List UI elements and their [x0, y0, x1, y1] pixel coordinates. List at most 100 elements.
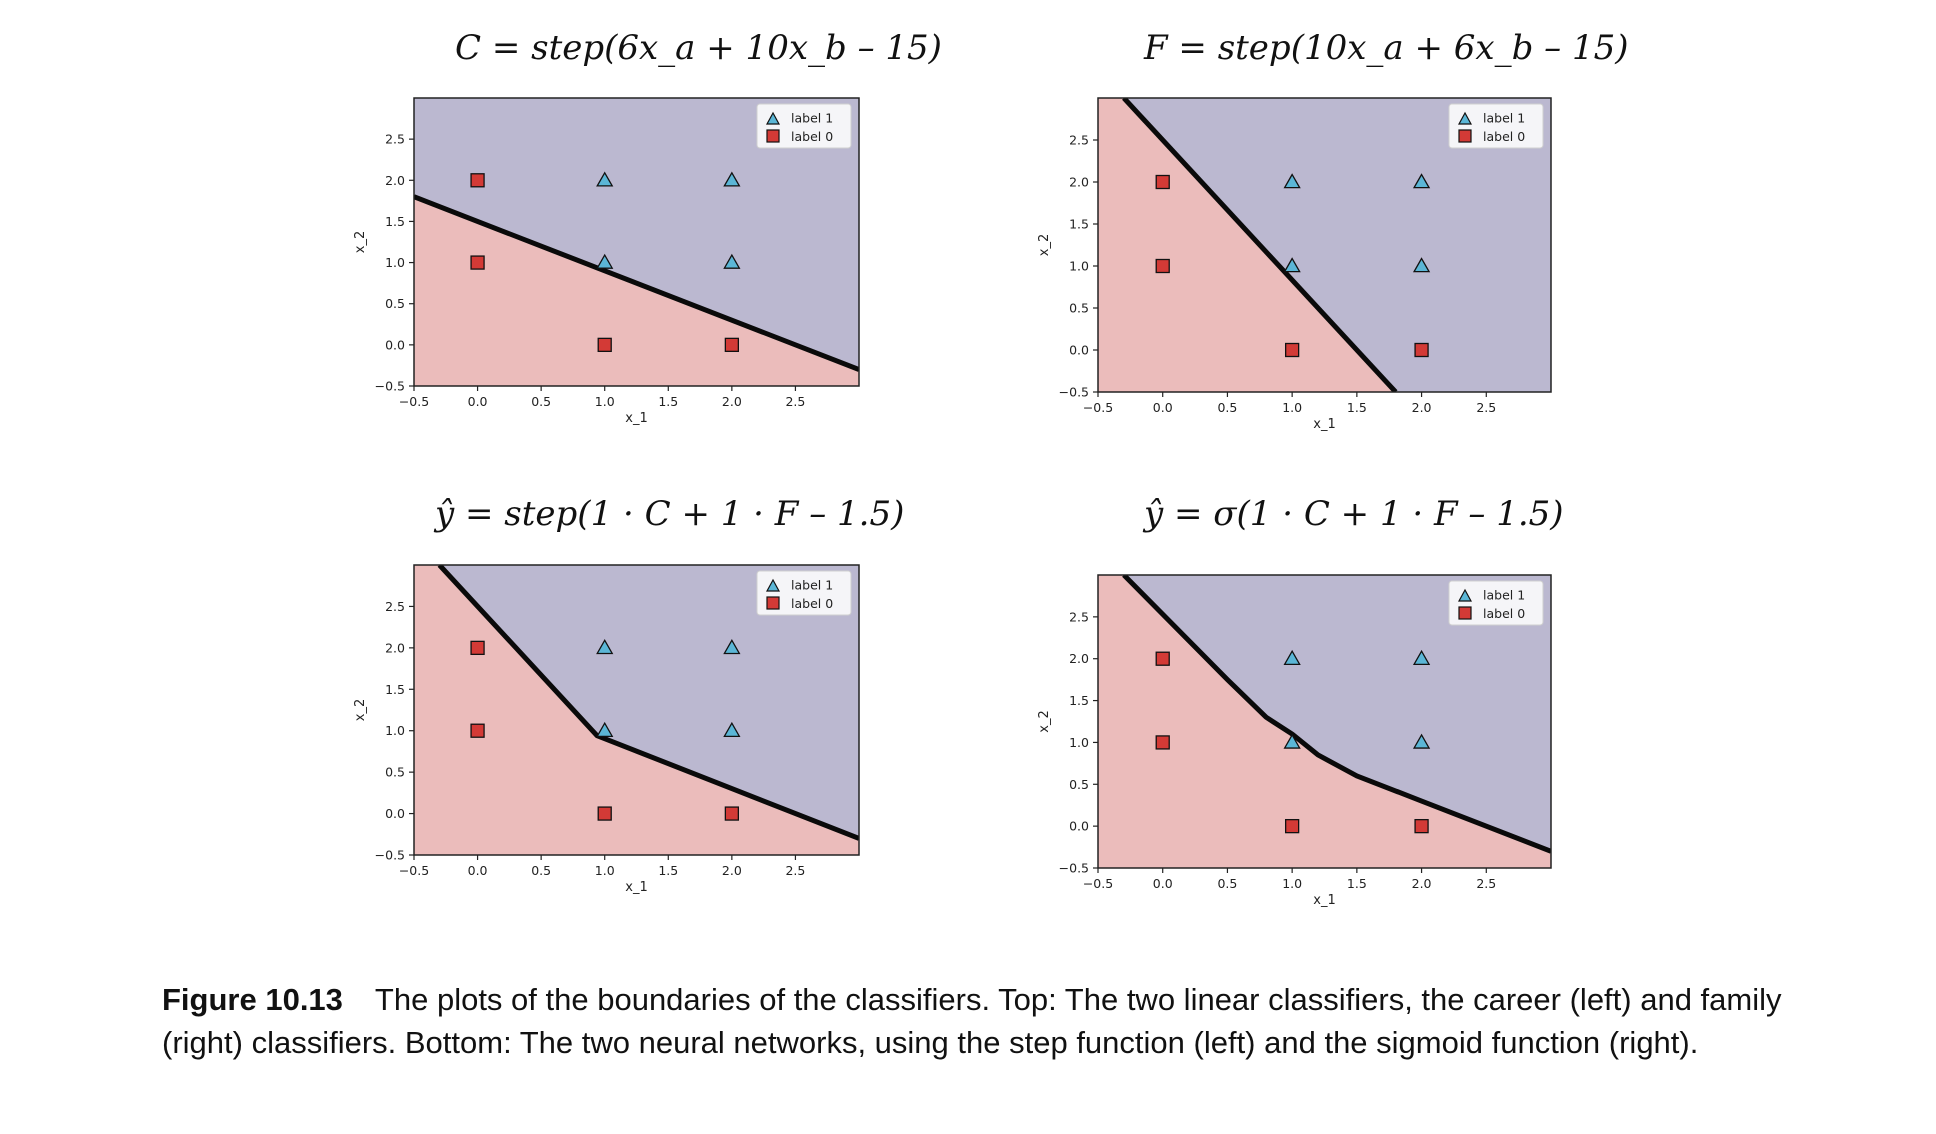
- decision-boundary-line: [1122, 575, 1551, 854]
- y-axis-label: x_2: [1037, 234, 1052, 256]
- chart-panel-1: −0.5−0.5 0.0 0.0 0.5 0.5 1.0 1.0 1.5 1.5 2.0 2.0 2.…: [1037, 97, 1552, 432]
- plot-frame: [413, 97, 860, 387]
- x-tick-label: 1.5: [658, 863, 678, 878]
- legend-marker-label-0: [766, 129, 780, 143]
- data-point-label-0: [1284, 818, 1300, 834]
- y-tick-label: 2.5: [1069, 133, 1089, 148]
- y-tick-label: 2.5: [385, 599, 405, 614]
- x-tick-label: 1.0: [1282, 400, 1302, 415]
- figure-caption: Figure 10.13 The plots of the boundaries …: [162, 978, 1802, 1064]
- x-tick-label: 2.0: [1412, 400, 1432, 415]
- data-point-label-0: [470, 255, 485, 270]
- chart-legend: label 1 label 0: [756, 570, 852, 616]
- decision-region-label-0: [1098, 98, 1396, 392]
- x-tick-label: 1.0: [1282, 876, 1302, 891]
- data-point-label-0: [597, 806, 612, 821]
- legend-marker-label-1: [1457, 111, 1473, 125]
- chart-panel-2: −0.5−0.5 0.0 0.0 0.5 0.5 1.0 1.0 1.5 1.5 2.0 2.0 2.…: [353, 564, 860, 895]
- decision-region-label-0: [414, 565, 859, 855]
- figure-label: Figure 10.13: [162, 982, 343, 1017]
- chart-legend: label 1 label 0: [1448, 580, 1544, 626]
- x-tick-label: 0.5: [531, 863, 551, 878]
- legend-marker-label-0: [1458, 129, 1472, 143]
- y-tick-label: 1.5: [385, 682, 405, 697]
- y-tick-label: 0.5: [1069, 777, 1089, 792]
- legend-marker-label-1: [1457, 588, 1473, 602]
- decision-region-label-0: [414, 196, 859, 386]
- y-axis-label: x_2: [353, 231, 368, 253]
- y-tick-label: −0.5: [375, 848, 405, 863]
- y-tick-label: 0.5: [1069, 301, 1089, 316]
- data-point-label-1: [723, 253, 741, 269]
- data-point-label-1: [1283, 649, 1301, 665]
- y-axis-label: x_2: [1037, 710, 1052, 732]
- data-point-label-1: [723, 171, 741, 187]
- chart-panel-0: −0.5−0.5 0.0 0.0 0.5 0.5 1.0 1.0 1.5 1.5 2.0 2.0 2.…: [353, 97, 860, 426]
- plot-frame: [1097, 574, 1552, 869]
- y-tick-label: 2.0: [1069, 651, 1089, 666]
- y-tick-label: 1.5: [385, 214, 405, 229]
- chart-title: ŷ = step(1 · C + 1 · F – 1.5): [435, 494, 905, 534]
- data-point-label-1: [1283, 173, 1301, 189]
- data-point-label-1: [1283, 257, 1301, 273]
- y-tick-label: 2.0: [1069, 175, 1089, 190]
- data-point-label-1: [1412, 257, 1431, 273]
- y-axis-label: x_2: [353, 699, 368, 721]
- chart-title: C = step(6x_a + 10x_b – 15): [455, 28, 942, 68]
- data-point-label-0: [1155, 651, 1170, 666]
- x-tick-label: 0.0: [1153, 876, 1173, 891]
- legend-marker-label-0: [1458, 606, 1472, 620]
- y-tick-label: 1.5: [1069, 693, 1089, 708]
- y-tick-label: 0.0: [385, 806, 405, 821]
- x-tick-label: 1.0: [595, 863, 615, 878]
- x-tick-label: 2.0: [1412, 876, 1432, 891]
- x-tick-label: 2.5: [1476, 876, 1496, 891]
- y-tick-label: −0.5: [1059, 385, 1089, 400]
- data-point-label-0: [724, 337, 740, 353]
- data-point-label-0: [1155, 174, 1170, 190]
- chart-title: ŷ = σ(1 · C + 1 · F – 1.5): [1144, 494, 1564, 534]
- x-tick-label: 1.5: [658, 394, 678, 409]
- chart-panel-3: −0.5−0.5 0.0 0.0 0.5 0.5 1.0 1.0 1.5 1.5 2.0 2.0 2.…: [1037, 574, 1552, 908]
- x-tick-label: 0.0: [468, 394, 488, 409]
- y-tick-label: 0.0: [385, 337, 405, 352]
- y-tick-label: 1.0: [385, 723, 405, 738]
- x-tick-label: 1.5: [1347, 400, 1367, 415]
- x-axis-label: x_1: [625, 880, 647, 895]
- legend-marker-label-1: [765, 111, 781, 125]
- legend-entry-label-1: label 1: [1483, 588, 1525, 603]
- legend-box: [1448, 103, 1544, 149]
- data-point-label-1: [596, 171, 614, 187]
- legend-entry-label-0: label 0: [1483, 606, 1525, 621]
- legend-entry-label-0: label 0: [1483, 129, 1525, 144]
- decision-region-label-0: [1098, 575, 1551, 868]
- legend-box: [756, 103, 852, 149]
- x-tick-label: 2.5: [785, 394, 805, 409]
- data-point-label-1: [596, 253, 614, 269]
- data-point-label-0: [470, 723, 485, 738]
- data-point-label-0: [597, 337, 612, 353]
- x-tick-label: −0.5: [1083, 400, 1113, 415]
- x-tick-label: 2.0: [722, 394, 742, 409]
- x-tick-label: 0.0: [468, 863, 488, 878]
- y-tick-label: 0.5: [385, 296, 405, 311]
- y-tick-label: 2.5: [385, 132, 405, 147]
- y-tick-label: 2.0: [385, 173, 405, 188]
- legend-entry-label-1: label 1: [1483, 111, 1525, 126]
- chart-legend: label 1 label 0: [1448, 103, 1544, 149]
- data-point-label-0: [1284, 342, 1300, 358]
- legend-entry-label-1: label 1: [791, 578, 833, 593]
- y-tick-label: −0.5: [375, 379, 405, 394]
- legend-entry-label-0: label 0: [791, 596, 833, 611]
- y-tick-label: 1.5: [1069, 217, 1089, 232]
- legend-entry-label-1: label 1: [791, 111, 833, 126]
- x-tick-label: 0.5: [1217, 876, 1237, 891]
- data-point-label-0: [1414, 818, 1429, 834]
- legend-entry-label-0: label 0: [791, 129, 833, 144]
- data-point-label-0: [724, 806, 740, 821]
- data-point-label-1: [1412, 733, 1431, 749]
- x-tick-label: 2.5: [785, 863, 805, 878]
- y-tick-label: −0.5: [1059, 861, 1089, 876]
- decision-boundary-line: [1122, 98, 1398, 392]
